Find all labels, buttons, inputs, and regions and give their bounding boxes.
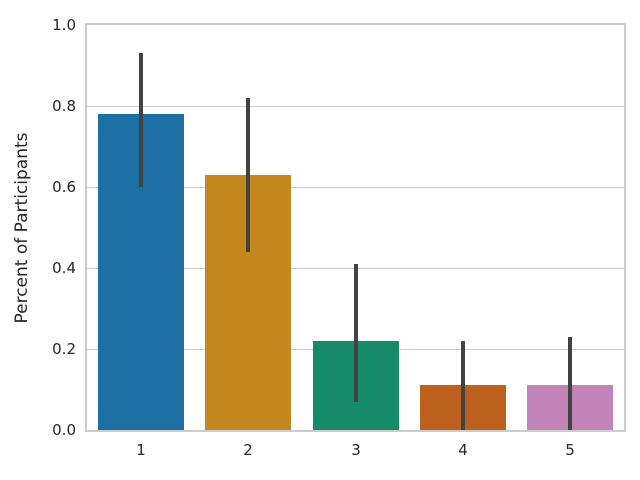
y-tick-label-0.2: 0.2 (52, 340, 76, 358)
error-bar-5 (568, 337, 572, 430)
y-tick-label-0.0: 0.0 (52, 421, 76, 439)
x-tick-label-5: 5 (565, 441, 575, 459)
error-bar-2 (246, 98, 250, 252)
gridline (87, 187, 624, 188)
error-bar-4 (461, 341, 465, 430)
y-axis-label: Percent of Participants (12, 132, 32, 324)
y-tick-label-0.4: 0.4 (52, 259, 76, 277)
error-bar-3 (354, 264, 358, 402)
y-tick-label-0.6: 0.6 (52, 178, 76, 196)
y-tick-label-0.8: 0.8 (52, 97, 76, 115)
y-tick-label-1.0: 1.0 (52, 16, 76, 34)
x-tick-label-2: 2 (243, 441, 253, 459)
x-tick-label-3: 3 (351, 441, 361, 459)
x-tick-label-4: 4 (458, 441, 468, 459)
x-tick-label-1: 1 (136, 441, 146, 459)
plot-area (85, 23, 626, 432)
gridline (87, 106, 624, 107)
error-bar-1 (139, 53, 143, 187)
